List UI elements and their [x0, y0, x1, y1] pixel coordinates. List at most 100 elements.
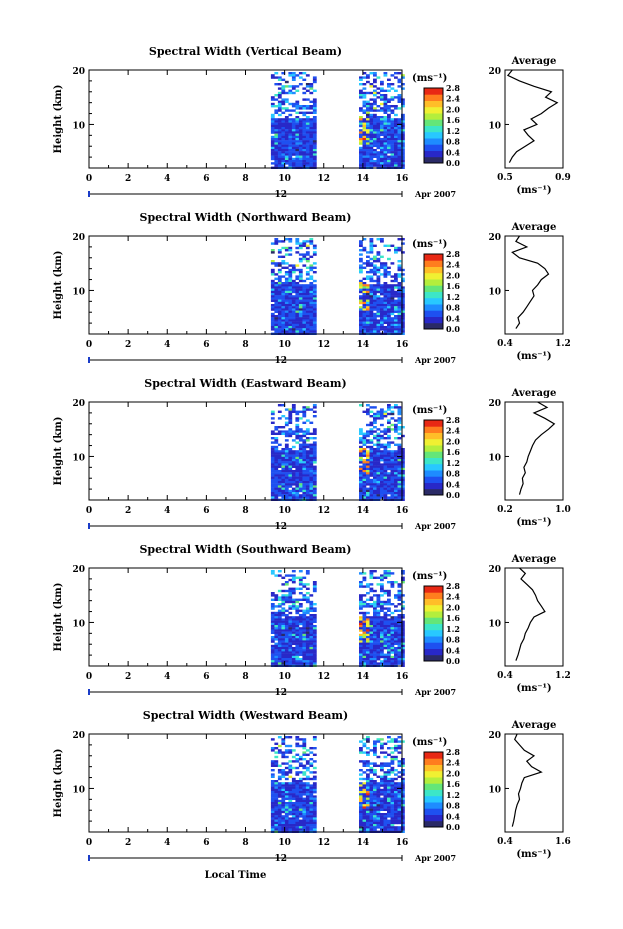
heatmap-cell	[359, 627, 363, 630]
heatmap-cell	[362, 813, 367, 816]
heatmap-cell	[295, 288, 300, 291]
heatmap-cell	[295, 264, 300, 267]
heatmap-cell	[302, 826, 307, 829]
heatmap-cell	[366, 804, 370, 807]
heatmap-cell	[305, 107, 310, 110]
heatmap-cell	[373, 813, 377, 816]
colorbar-unit-label: (ms⁻¹)	[412, 571, 447, 582]
heatmap-cell	[394, 749, 398, 752]
heatmap-cell	[312, 244, 317, 247]
heatmap-cell	[383, 299, 388, 302]
heatmap-cell	[401, 578, 405, 582]
heatmap-cell	[376, 614, 381, 617]
heatmap-cell	[295, 275, 300, 278]
profile-x-tick-label: 0.4	[497, 339, 513, 349]
heatmap-cell	[366, 441, 370, 444]
heatmap-cell	[277, 312, 282, 316]
heatmap-cell	[274, 432, 279, 435]
heatmap-cell	[383, 777, 388, 781]
heatmap-cell	[380, 423, 384, 427]
heatmap-cell	[394, 454, 398, 457]
heatmap-cell	[394, 777, 398, 781]
heatmap-cell	[366, 160, 370, 163]
heatmap-cell	[284, 819, 289, 822]
colorbar-swatch	[424, 457, 443, 465]
day-label: 12	[274, 522, 287, 532]
heatmap-cell	[302, 415, 307, 418]
heatmap-cell	[369, 494, 374, 497]
heatmap-cell	[274, 596, 279, 599]
heatmap-cell	[291, 784, 296, 787]
heatmap-cell	[281, 611, 286, 615]
heatmap-cell	[387, 773, 391, 776]
heatmap-cell	[394, 826, 398, 829]
heatmap-cell	[312, 328, 317, 331]
heatmap-cell	[390, 467, 395, 471]
heatmap-cell	[284, 326, 289, 329]
heatmap-cell	[373, 299, 377, 302]
heatmap-cell	[366, 489, 370, 493]
heatmap-cell	[298, 804, 303, 807]
profile-x-tick-label: 1.2	[555, 339, 571, 349]
heatmap-cell	[277, 828, 282, 831]
heatmap-cell	[401, 142, 405, 145]
profile-y-tick-label: 20	[488, 67, 501, 77]
heatmap-cell	[380, 160, 384, 163]
heatmap-cell	[376, 284, 381, 287]
heatmap-cell	[302, 467, 307, 471]
heatmap-cell	[369, 824, 374, 827]
heatmap-cell	[312, 640, 317, 643]
heatmap-cell	[288, 288, 293, 291]
heatmap-cell	[277, 160, 282, 163]
colorbar-tick-label: 0.4	[446, 645, 460, 655]
heatmap-cell	[376, 826, 381, 829]
heatmap-cell	[270, 306, 275, 309]
heatmap-cell	[277, 791, 282, 794]
heatmap-cell	[383, 461, 388, 464]
heatmap-cell	[281, 603, 286, 606]
heatmap-cell	[277, 570, 282, 573]
heatmap-cell	[369, 786, 374, 789]
heatmap-cell	[380, 492, 384, 495]
heatmap-cell	[270, 135, 275, 139]
heatmap-cell	[277, 301, 282, 305]
heatmap-cell	[302, 434, 307, 438]
colorbar-swatch	[424, 150, 443, 158]
heatmap-cell	[373, 415, 377, 418]
heatmap-cell	[274, 142, 279, 145]
heatmap-cell	[291, 153, 296, 156]
heatmap-cell	[291, 581, 296, 584]
heatmap-cell	[366, 826, 370, 829]
heatmap-cell	[298, 649, 303, 652]
heatmap-cell	[359, 301, 363, 305]
heatmap-cell	[302, 618, 307, 621]
heatmap-cell	[369, 242, 374, 245]
heatmap-cell	[305, 142, 310, 145]
heatmap-cell	[309, 786, 314, 789]
heatmap-cell	[295, 432, 300, 435]
heatmap-cell	[312, 642, 317, 645]
heatmap-cell	[387, 162, 391, 165]
heatmap-cell	[302, 627, 307, 630]
heatmap-cell	[394, 461, 398, 464]
heatmap-cell	[284, 640, 289, 643]
heatmap-cell	[387, 105, 391, 108]
heatmap-cell	[295, 611, 300, 615]
heatmap-cell	[359, 271, 363, 274]
heatmap-cell	[305, 133, 310, 136]
heatmap-cell	[376, 784, 381, 787]
heatmap-cell	[359, 616, 363, 619]
heatmap-cell	[302, 244, 307, 247]
heatmap-cell	[383, 450, 388, 453]
heatmap-cell	[359, 817, 363, 820]
heatmap-cell	[295, 312, 300, 316]
heatmap-cell	[281, 138, 286, 141]
heatmap-cell	[359, 155, 363, 158]
heatmap-cell	[288, 428, 293, 431]
heatmap-cell	[277, 649, 282, 652]
heatmap-cell	[291, 802, 296, 805]
heatmap-cell	[397, 583, 402, 586]
heatmap-cell	[383, 262, 388, 265]
heatmap-cell	[295, 806, 300, 809]
heatmap-cell	[298, 445, 303, 449]
